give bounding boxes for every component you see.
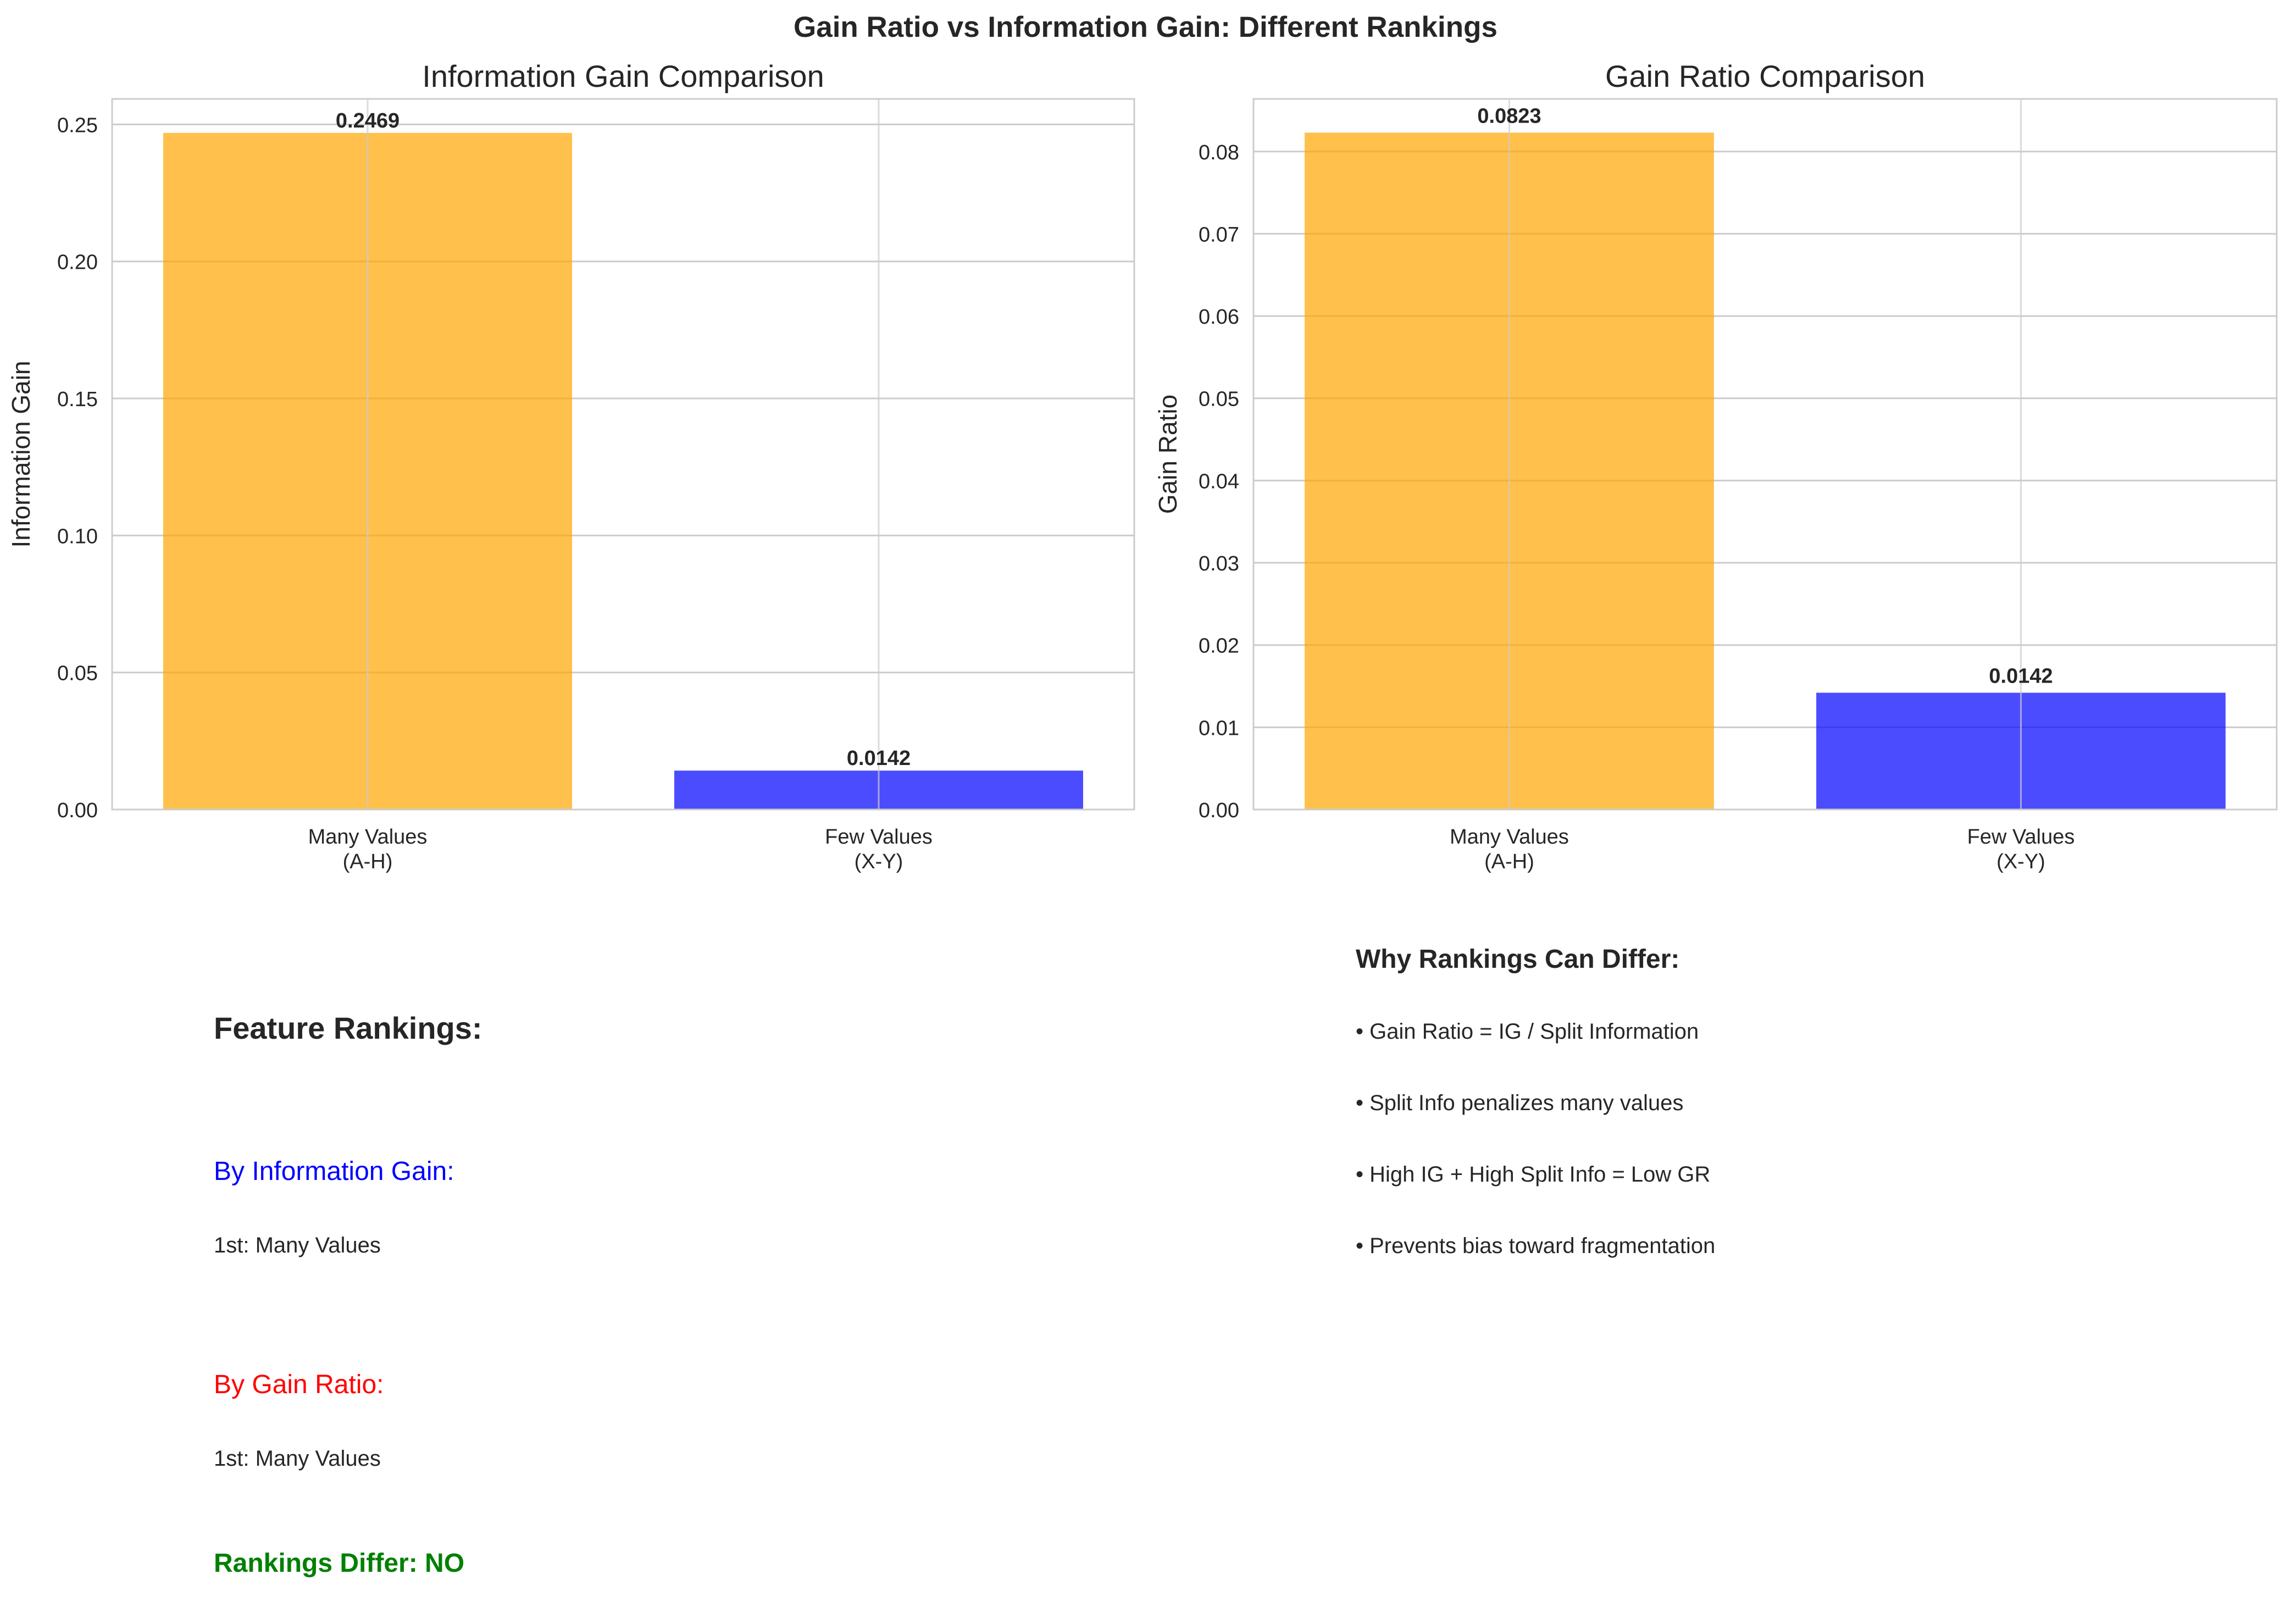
chart-title: Information Gain Comparison [422, 59, 824, 93]
explanation-bullet: • High IG + High Split Info = Low GR [1356, 1162, 1711, 1187]
explanation-heading: Why Rankings Can Differ: [1356, 945, 1680, 974]
chart-title: Gain Ratio Comparison [1605, 59, 1925, 93]
y-tick-label: 0.15 [57, 388, 98, 411]
y-tick-label: 0.00 [57, 799, 98, 822]
x-tick-label: Few Values [825, 825, 933, 849]
information-gain-chart: 0.2469 0.0142 0.00 0.05 0.10 0.15 0.20 0.25 Many… [7, 59, 1135, 873]
y-tick-label: 0.05 [57, 662, 98, 685]
y-tick-label: 0.03 [1199, 552, 1239, 575]
x-tick-label: (X-Y) [1996, 850, 2045, 873]
y-tick-label: 0.20 [57, 251, 98, 274]
axes-frame [111, 98, 1135, 811]
bar-value-label: 0.2469 [336, 109, 400, 132]
y-tick-label: 0.02 [1199, 635, 1239, 658]
y-tick-label: 0.01 [1199, 717, 1239, 740]
explanation-bullet: • Prevents bias toward fragmentation [1356, 1234, 1716, 1258]
gain-ratio-chart: 0.0823 0.0142 0.00 0.01 0.02 0.03 0.04 0.05 0.06… [1153, 59, 2278, 873]
y-tick-label: 0.00 [1199, 799, 1239, 822]
bar-value-label: 0.0142 [1989, 664, 2053, 688]
x-tick-label: Few Values [1967, 825, 2075, 849]
rankings-gr-label: By Gain Ratio: [214, 1370, 384, 1399]
x-tick-label: Many Values [1450, 825, 1569, 849]
rankings-ig-first: 1st: Many Values [214, 1233, 381, 1257]
x-tick-label: Many Values [308, 825, 428, 849]
figure-title: Gain Ratio vs Information Gain: Differen… [794, 11, 1497, 43]
explanation-bullet: • Split Info penalizes many values [1356, 1091, 1684, 1115]
y-tick-label: 0.10 [57, 525, 98, 548]
y-tick-label: 0.04 [1199, 470, 1239, 493]
explanation-bullet: • Gain Ratio = IG / Split Information [1356, 1019, 1699, 1044]
axes-frame [1252, 98, 2278, 811]
bar-value-label: 0.0823 [1477, 104, 1541, 128]
y-tick-label: 0.05 [1199, 388, 1239, 411]
y-axis-label: Gain Ratio [1153, 395, 1182, 514]
rankings-heading: Feature Rankings: [214, 1011, 482, 1045]
y-tick-label: 0.25 [57, 114, 98, 137]
x-tick-label: (X-Y) [855, 850, 903, 873]
y-axis-label: Information Gain [7, 361, 35, 547]
y-tick-label: 0.06 [1199, 306, 1239, 329]
x-tick-label: (A-H) [343, 850, 393, 873]
x-tick-label: (A-H) [1484, 850, 1534, 873]
bar-value-label: 0.0142 [847, 747, 911, 770]
rankings-differ-status: Rankings Differ: NO [214, 1549, 465, 1578]
y-tick-label: 0.08 [1199, 141, 1239, 164]
y-tick-label: 0.07 [1199, 223, 1239, 246]
rankings-ig-label: By Information Gain: [214, 1157, 454, 1186]
rankings-gr-first: 1st: Many Values [214, 1446, 381, 1471]
